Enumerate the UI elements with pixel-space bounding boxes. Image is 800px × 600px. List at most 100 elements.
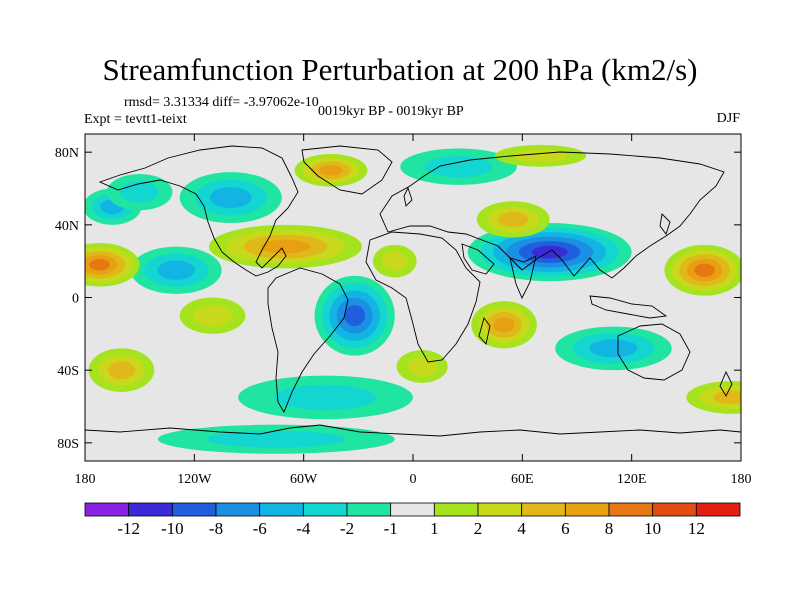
anomaly-center	[294, 153, 368, 187]
plot-title: Streamfunction Perturbation at 200 hPa (…	[102, 52, 698, 87]
colorbar-swatch	[84, 502, 130, 517]
lat-tick-label: 40N	[55, 219, 79, 234]
anomaly-center	[130, 246, 222, 294]
lon-tick-label: 60W	[290, 472, 318, 487]
contour-band	[274, 384, 377, 411]
anomaly-center	[179, 297, 246, 334]
contour-band	[382, 251, 408, 271]
contour-band	[424, 156, 493, 178]
coastline-britain	[403, 186, 413, 207]
colorbar-label: 12	[688, 519, 705, 538]
colorbar-label: -12	[117, 519, 140, 538]
coastline-north-america	[98, 145, 299, 277]
streamfunction-field	[85, 144, 741, 454]
colorbar-label: 2	[474, 519, 483, 538]
lon-tick-label: 0	[410, 472, 417, 487]
anomaly-center	[157, 424, 395, 454]
rmsd-diff-stats: rmsd= 3.31334 diff= -3.97062e-10	[124, 95, 319, 110]
anomaly-center	[664, 244, 741, 296]
coastline-india	[509, 255, 537, 300]
lat-tick-label: 40S	[57, 364, 79, 379]
contour-band	[319, 165, 343, 176]
season-label: DJF	[716, 111, 740, 126]
colorbar-swatch	[302, 502, 348, 517]
coastline-madagascar	[478, 316, 491, 345]
anomaly-center	[400, 148, 517, 185]
contour-band	[261, 239, 310, 254]
colorbar-swatch	[564, 502, 610, 517]
anomaly-center	[88, 348, 155, 392]
colorbar-swatch	[215, 502, 261, 517]
lon-tick-label: 180	[75, 472, 96, 487]
coastline-eurasia	[379, 151, 725, 279]
colorbar-swatch	[171, 502, 217, 517]
colorbar-swatch	[695, 502, 741, 517]
contour-band	[694, 263, 715, 277]
contour-band	[713, 390, 741, 405]
colorbar-swatch	[652, 502, 697, 517]
contour-band	[531, 245, 568, 259]
contour-band	[493, 317, 515, 333]
anomaly-center	[476, 201, 550, 238]
anomaly-center	[555, 326, 672, 371]
coastline-maritime-continent	[589, 295, 668, 319]
contour-band	[498, 211, 529, 227]
lon-tick-label: 120E	[617, 472, 647, 487]
time-period-label: 0019kyr BP - 0019kyr BP	[318, 104, 464, 119]
colorbar-swatch	[128, 502, 173, 517]
anomaly-center	[106, 173, 173, 211]
lat-tick-label: 0	[72, 292, 79, 307]
colorbar-label: -2	[340, 519, 354, 538]
contour-band	[157, 260, 195, 280]
coastline-arabia	[461, 243, 495, 275]
coastlines	[85, 145, 741, 437]
contour-band	[89, 259, 110, 271]
coastline-new-zealand	[719, 370, 733, 397]
lon-tick-label: 180	[731, 472, 752, 487]
anomaly-center	[314, 275, 395, 356]
colorbar-label: -4	[296, 519, 311, 538]
contour-band	[344, 305, 366, 327]
lon-tick-label: 60E	[511, 472, 534, 487]
colorbar-swatch	[477, 502, 523, 517]
anomaly-center	[495, 144, 587, 167]
coastline-japan	[659, 213, 671, 235]
contour-band	[107, 361, 135, 380]
colorbar-swatch	[346, 502, 392, 517]
contour-band	[589, 339, 638, 358]
colorbar: -12 -10 -8 -6 -4 -2 -1 1 2 4 6 8 10 12	[84, 502, 741, 538]
coastline-antarctica	[85, 424, 741, 437]
anomaly-center	[471, 301, 537, 349]
anomaly-center	[372, 244, 417, 278]
colorbar-swatch	[608, 502, 654, 517]
colorbar-label: -6	[253, 519, 267, 538]
colorbar-swatch	[521, 502, 566, 517]
map-panel: 80N 40N 0 40S 80S 180 120W 60W 0 60E 120E 180	[55, 133, 752, 487]
colorbar-swatch	[433, 502, 479, 517]
coastline-greenland	[301, 145, 393, 195]
anomaly-center	[238, 375, 413, 420]
contour-band	[207, 430, 346, 448]
map-background	[85, 134, 741, 461]
contour-band	[407, 356, 437, 377]
colorbar-swatch	[259, 502, 304, 517]
coastline-africa	[365, 231, 481, 363]
colorbar-label: -10	[161, 519, 184, 538]
anomaly-center	[208, 224, 362, 269]
contour-band	[120, 181, 159, 203]
contour-band	[193, 305, 232, 327]
colorbar-label: 10	[644, 519, 661, 538]
coastline-south-america	[267, 267, 349, 414]
anomaly-center	[686, 381, 741, 414]
colorbar-label: 4	[517, 519, 526, 538]
anomaly-center	[396, 350, 448, 383]
map-axes: 80N 40N 0 40S 80S 180 120W 60W 0 60E 120E 180	[55, 134, 752, 487]
colorbar-label: 1	[430, 519, 439, 538]
colorbar-label: 6	[561, 519, 570, 538]
contour-band	[209, 187, 252, 209]
anomaly-center	[179, 172, 282, 224]
contour-band	[513, 149, 568, 163]
lon-tick-label: 120W	[177, 472, 212, 487]
experiment-label: Expt = tevtt1-teixt	[84, 112, 187, 127]
